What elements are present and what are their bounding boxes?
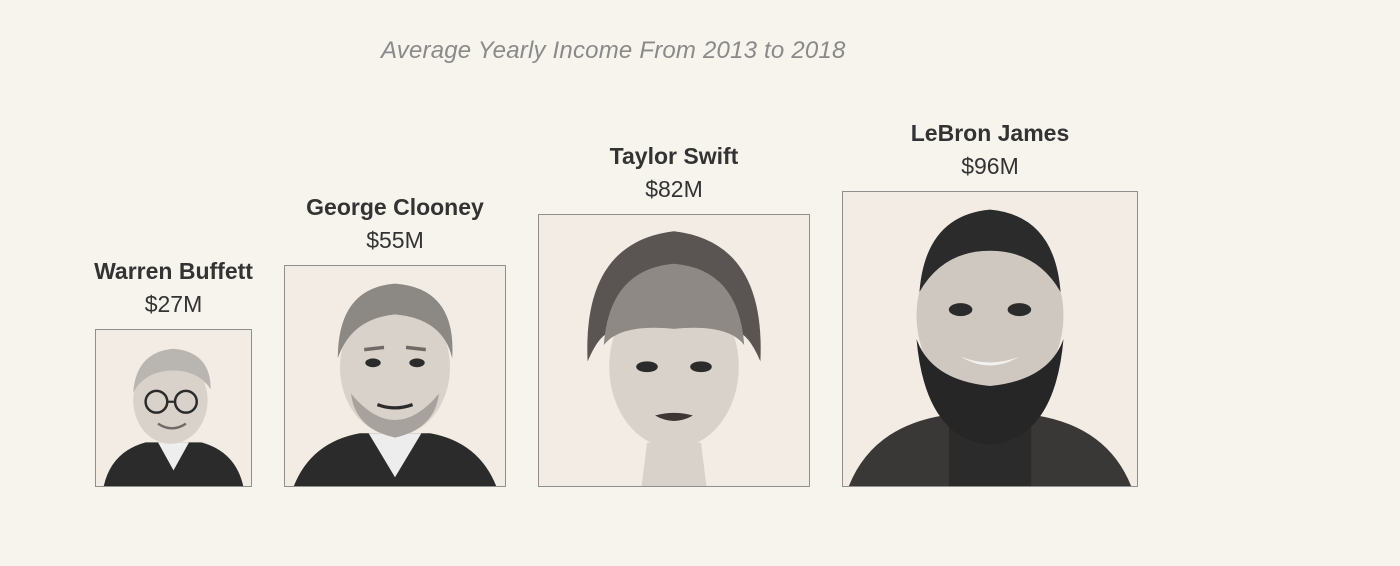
warren-buffett-portrait [96,330,251,486]
portrait-bar-warren-buffett [95,329,252,487]
value-label: $96M [961,153,1019,179]
portrait-bar-taylor-swift [538,214,810,487]
portrait-bar-george-clooney [284,265,506,487]
chart-title: Average Yearly Income From 2013 to 2018 [381,37,846,64]
category-label: LeBron James [910,120,1070,146]
george-clooney-portrait [285,266,505,486]
category-label: George Clooney [306,194,484,220]
portrait-bar-lebron-james [842,191,1138,487]
value-label: $55M [366,227,424,253]
taylor-swift-portrait [539,215,809,486]
category-label: Taylor Swift [609,143,739,169]
lebron-james-portrait [843,192,1137,486]
category-label: Warren Buffett [94,258,253,284]
value-label: $82M [645,176,703,202]
value-label: $27M [144,291,203,317]
